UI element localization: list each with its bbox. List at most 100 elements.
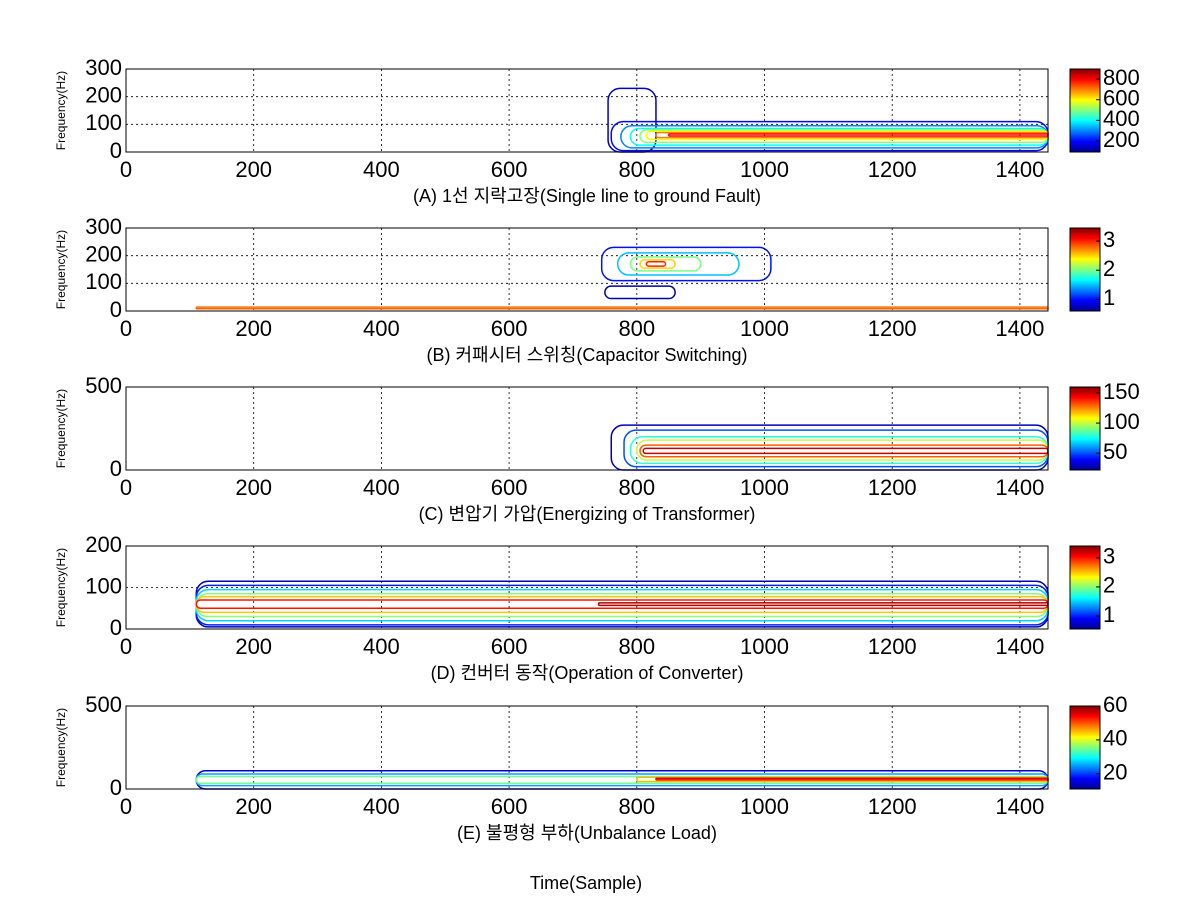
panel-caption: (C) 변압기 가압(Energizing of Transformer) (419, 504, 756, 524)
y-tick-label: 500 (85, 692, 122, 717)
x-tick-label: 1200 (868, 316, 917, 341)
x-tick-label: 800 (618, 634, 655, 659)
panel-caption: (D) 컨버터 동작(Operation of Converter) (431, 663, 744, 683)
x-tick-label: 800 (618, 316, 655, 341)
x-tick-label: 800 (618, 157, 655, 182)
plot-area (126, 228, 1048, 311)
contour-line (629, 256, 702, 272)
colorbar (1069, 227, 1101, 312)
x-tick-label: 1200 (868, 634, 917, 659)
axes-box (125, 705, 1049, 790)
y-tick-label: 0 (110, 138, 122, 163)
y-axis-label: Frequency(Hz) (54, 230, 68, 309)
x-tick-label: 400 (363, 316, 400, 341)
colorbar-tick-label: 50 (1103, 439, 1127, 464)
x-tick-label: 400 (363, 475, 400, 500)
y-tick-label: 200 (85, 532, 122, 557)
contour-line (616, 252, 740, 276)
x-tick-label: 0 (120, 634, 132, 659)
x-tick-label: 1000 (740, 475, 789, 500)
contour-line (600, 246, 772, 282)
y-tick-label: 0 (110, 456, 122, 481)
x-tick-label: 1400 (995, 157, 1044, 182)
x-tick-label: 200 (235, 475, 272, 500)
axes-box (125, 68, 1049, 153)
y-tick-label: 100 (85, 573, 122, 598)
x-tick-label: 400 (363, 634, 400, 659)
x-tick-label: 1200 (868, 794, 917, 819)
x-axis-label: Time(Sample) (530, 873, 642, 893)
colorbar-tick-label: 600 (1103, 86, 1140, 111)
y-axis-label: Frequency(Hz) (54, 708, 68, 787)
x-tick-label: 1200 (868, 157, 917, 182)
colorbar-tick-label: 1 (1103, 285, 1115, 310)
y-tick-label: 0 (110, 297, 122, 322)
x-tick-label: 200 (235, 794, 272, 819)
colorbar-tick-label: 2 (1103, 573, 1115, 598)
x-tick-label: 1000 (740, 316, 789, 341)
contours (607, 87, 1049, 153)
y-axis-label: Frequency(Hz) (54, 548, 68, 627)
colorbar-tick-label: 400 (1103, 106, 1140, 131)
x-tick-label: 200 (235, 316, 272, 341)
y-tick-label: 200 (85, 82, 122, 107)
colorbar (1069, 545, 1101, 630)
axes-box (125, 227, 1049, 312)
y-axis-label: Frequency(Hz) (54, 71, 68, 150)
colorbar-tick-label: 800 (1103, 65, 1140, 90)
x-tick-label: 600 (491, 475, 528, 500)
y-tick-label: 0 (110, 775, 122, 800)
y-tick-label: 100 (85, 269, 122, 294)
x-tick-label: 800 (618, 794, 655, 819)
colorbar-tick-label: 40 (1103, 726, 1127, 751)
panel-caption: (A) 1선 지락고장(Single line to ground Fault) (413, 186, 761, 206)
colorbar-tick-label: 60 (1103, 692, 1127, 717)
x-tick-label: 1200 (868, 475, 917, 500)
x-tick-label: 1000 (740, 794, 789, 819)
colorbar-tick-label: 200 (1103, 127, 1140, 152)
y-tick-label: 300 (85, 214, 122, 239)
x-tick-label: 0 (120, 157, 132, 182)
x-tick-label: 0 (120, 316, 132, 341)
y-tick-label: 300 (85, 55, 122, 80)
x-tick-label: 600 (491, 634, 528, 659)
y-tick-label: 0 (110, 615, 122, 640)
x-tick-label: 0 (120, 475, 132, 500)
colorbar-tick-label: 1 (1103, 602, 1115, 627)
x-tick-label: 1400 (995, 634, 1044, 659)
colorbar-tick-label: 100 (1103, 409, 1140, 434)
x-tick-label: 0 (120, 794, 132, 819)
x-tick-label: 600 (491, 794, 528, 819)
panel-caption: (B) 커패시터 스위칭(Capacitor Switching) (427, 345, 748, 365)
axes-box (125, 386, 1049, 471)
y-axis-label: Frequency(Hz) (54, 389, 68, 468)
y-tick-label: 100 (85, 110, 122, 135)
colorbar (1069, 386, 1101, 471)
panel-caption: (E) 불평형 부하(Unbalance Load) (457, 823, 717, 843)
x-tick-label: 200 (235, 634, 272, 659)
x-tick-label: 1000 (740, 634, 789, 659)
colorbar-tick-label: 20 (1103, 760, 1127, 785)
colorbar-tick-label: 150 (1103, 379, 1140, 404)
colorbar (1069, 68, 1101, 153)
x-tick-label: 400 (363, 157, 400, 182)
y-tick-label: 500 (85, 373, 122, 398)
contour-line (639, 259, 676, 269)
axes-box (125, 545, 1049, 630)
colorbar-tick-label: 2 (1103, 256, 1115, 281)
x-tick-label: 1400 (995, 316, 1044, 341)
y-tick-label: 200 (85, 241, 122, 266)
plot-area (126, 706, 1048, 789)
x-tick-label: 1400 (995, 475, 1044, 500)
colorbar-tick-label: 3 (1103, 544, 1115, 569)
x-tick-label: 1400 (995, 794, 1044, 819)
x-tick-label: 800 (618, 475, 655, 500)
colorbar (1069, 705, 1101, 790)
x-tick-label: 1000 (740, 157, 789, 182)
x-tick-label: 600 (491, 157, 528, 182)
x-tick-label: 600 (491, 316, 528, 341)
x-tick-label: 200 (235, 157, 272, 182)
contour-line (645, 261, 667, 267)
x-tick-label: 400 (363, 794, 400, 819)
